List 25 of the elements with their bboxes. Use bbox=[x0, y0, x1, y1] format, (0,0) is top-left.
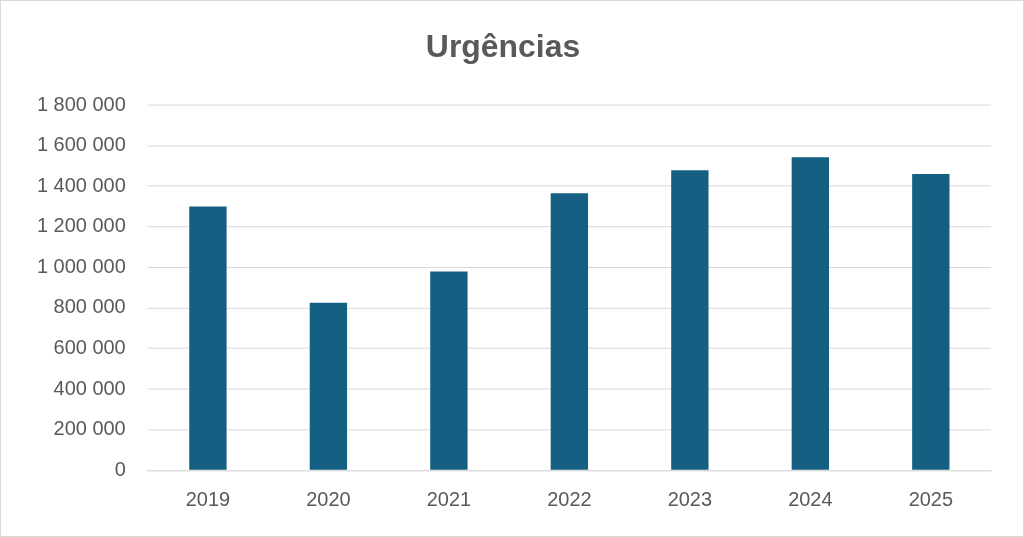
x-tick-label: 2023 bbox=[667, 487, 713, 510]
bar bbox=[912, 174, 950, 470]
y-tick-label: 1 000 000 bbox=[36, 254, 126, 277]
y-tick-label: 200 000 bbox=[53, 417, 126, 440]
x-tick-label: 2020 bbox=[306, 487, 351, 510]
x-tick-label: 2024 bbox=[788, 487, 833, 510]
bar bbox=[430, 271, 468, 470]
x-tick-label: 2021 bbox=[426, 487, 472, 510]
y-tick-label: 600 000 bbox=[53, 336, 126, 358]
bar bbox=[550, 193, 589, 470]
bar bbox=[791, 157, 830, 470]
y-tick-label: 0 bbox=[114, 457, 126, 480]
y-tick-label: 800 000 bbox=[53, 295, 126, 318]
x-tick-label: 2019 bbox=[185, 487, 231, 510]
bar bbox=[189, 206, 227, 470]
chart-title: Urgências bbox=[425, 27, 581, 64]
x-tick-label: 2022 bbox=[547, 487, 592, 510]
y-tick-label: 1 200 000 bbox=[36, 214, 126, 237]
y-tick-label: 1 600 000 bbox=[36, 133, 126, 156]
y-tick-label: 400 000 bbox=[53, 376, 126, 399]
y-tick-label: 1 400 000 bbox=[36, 173, 126, 196]
y-tick-label: 1 800 000 bbox=[36, 92, 126, 115]
x-tick-label: 2025 bbox=[908, 487, 954, 510]
bar bbox=[671, 170, 709, 470]
bar bbox=[309, 302, 348, 470]
